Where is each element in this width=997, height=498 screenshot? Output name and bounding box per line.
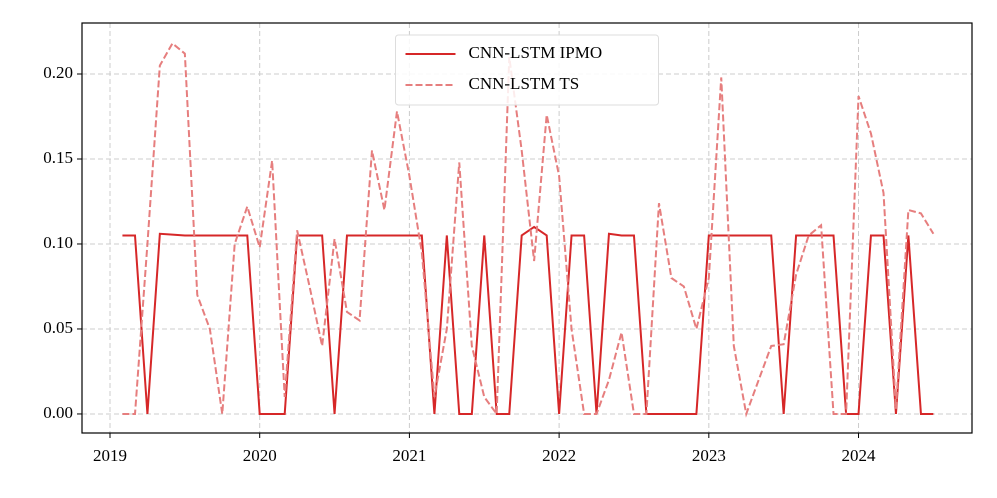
plot-frame bbox=[81, 22, 973, 434]
y-tick-label: 0.00 bbox=[43, 403, 73, 422]
legend: CNN-LSTM IPMO CNN-LSTM TS bbox=[395, 34, 659, 106]
series-line bbox=[122, 41, 935, 418]
y-tick-label: 0.15 bbox=[43, 148, 73, 167]
legend-box bbox=[395, 34, 659, 106]
x-tick-label: 2019 bbox=[93, 446, 127, 465]
legend-label: CNN-LSTM TS bbox=[469, 74, 580, 93]
x-tick-label: 2024 bbox=[842, 446, 877, 465]
series-line bbox=[122, 225, 934, 415]
y-tick-label: 0.20 bbox=[43, 63, 73, 82]
x-tick-label: 2022 bbox=[542, 446, 576, 465]
x-tick-label: 2021 bbox=[392, 446, 426, 465]
y-tick-label: 0.10 bbox=[43, 233, 73, 252]
y-tick-label: 0.05 bbox=[43, 318, 73, 337]
legend-label: CNN-LSTM IPMO bbox=[469, 43, 603, 62]
x-tick-label: 2020 bbox=[243, 446, 277, 465]
x-tick-label: 2023 bbox=[692, 446, 726, 465]
